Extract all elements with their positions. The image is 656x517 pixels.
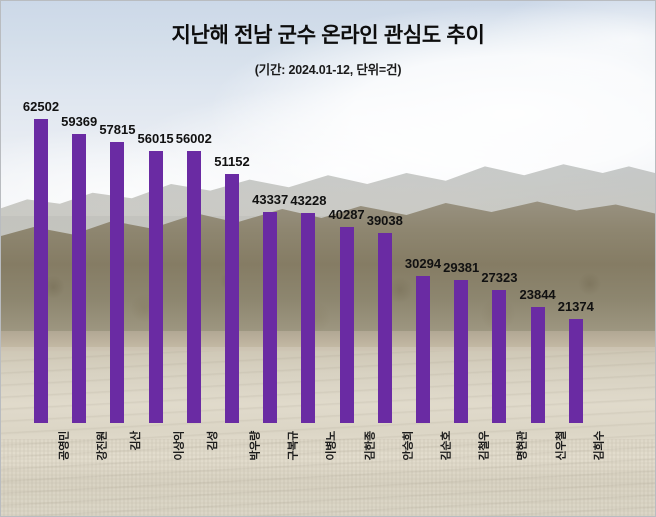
bar-rect[interactable] (34, 119, 48, 423)
chart-subtitle: (기간: 2024.01-12, 단위=건) (254, 63, 402, 78)
bar-rect[interactable] (301, 213, 316, 423)
chart-title: 지난해 전남 군수 온라인 관심도 추이 (171, 24, 485, 47)
bar-category-label: 이병노 (326, 431, 339, 461)
bar-rect[interactable] (225, 174, 239, 423)
bar-group[interactable]: 51152 박우량 (214, 155, 261, 460)
bar-group[interactable]: 57815 김산 (99, 123, 142, 451)
bar-value-label: 56015 (137, 131, 174, 146)
bar-group[interactable]: 56015 이상익 (138, 132, 186, 460)
bar-value-label: 43228 (290, 193, 327, 208)
bar-value-label: 43337 (252, 192, 289, 207)
bar-rect[interactable] (416, 276, 430, 423)
bar-group[interactable]: 39038 안승희 (367, 214, 415, 460)
bar-group[interactable]: 30294 김순호 (405, 257, 453, 460)
bar-category-label: 명현관 (517, 431, 530, 461)
bar-value-label: 30294 (404, 256, 442, 271)
bar-category-label: 김한종 (364, 431, 377, 461)
bar-category-label: 김철우 (478, 431, 491, 461)
bar-rect[interactable] (339, 227, 354, 423)
bar-rect[interactable] (454, 280, 469, 423)
bar-rect[interactable] (110, 142, 125, 423)
bar-category-label: 김순호 (440, 431, 453, 461)
title-block: 지난해 전남 군수 온라인 관심도 추이 (기간: 2024.01-12, 단위… (1, 23, 655, 78)
bar-category-label: 김희수 (593, 431, 606, 461)
bar-group[interactable]: 21374 김희수 (558, 300, 606, 460)
bar-category-label: 김산 (130, 431, 143, 451)
bar-group[interactable]: 40287 김한종 (329, 208, 377, 460)
bar-value-label: 59369 (61, 114, 98, 129)
bar-value-label: 57815 (99, 122, 136, 137)
bar-value-label: 29381 (443, 260, 480, 275)
bar-category-label: 김성 (206, 431, 219, 451)
bar-group[interactable]: 59369 강진원 (61, 115, 109, 460)
bar-group[interactable]: 23844 신우철 (520, 288, 568, 460)
bar-value-label: 39038 (366, 213, 403, 228)
bar-group[interactable]: 43228 이병노 (290, 194, 338, 460)
bar-group[interactable]: 62502 공영민 (23, 100, 71, 460)
bar-category-label: 안승희 (402, 431, 415, 461)
bar-category-label: 강진원 (96, 431, 109, 461)
bar-group[interactable]: 29381 김철우 (443, 261, 491, 460)
bar-value-label: 56002 (175, 131, 212, 146)
bar-value-label: 23844 (519, 287, 556, 302)
bar-rect[interactable] (492, 290, 507, 423)
bar-rect[interactable] (377, 233, 392, 423)
bar-group[interactable]: 56002 김성 (176, 132, 219, 451)
bar-rect[interactable] (72, 134, 87, 423)
bar-category-label: 이상익 (173, 431, 186, 461)
bar-category-label: 신우철 (555, 431, 568, 461)
bar-category-label: 박우량 (249, 431, 262, 461)
bar-group[interactable]: 27323 명현관 (481, 271, 529, 460)
bar-value-label: 40287 (328, 207, 365, 222)
bar-category-label: 구복규 (287, 431, 300, 461)
bar-group[interactable]: 43337 구복규 (252, 193, 300, 460)
bar-value-label: 62502 (22, 99, 60, 114)
bar-category-label: 공영민 (58, 431, 71, 461)
bar-rect[interactable] (568, 319, 583, 423)
bar-value-label: 21374 (557, 299, 594, 314)
bar-value-label: 27323 (481, 270, 518, 285)
bar-rect[interactable] (530, 307, 545, 423)
bar-rect[interactable] (186, 151, 201, 423)
bar-rect[interactable] (263, 212, 278, 423)
bar-rect[interactable] (148, 151, 163, 423)
bar-value-label: 51152 (214, 154, 250, 169)
